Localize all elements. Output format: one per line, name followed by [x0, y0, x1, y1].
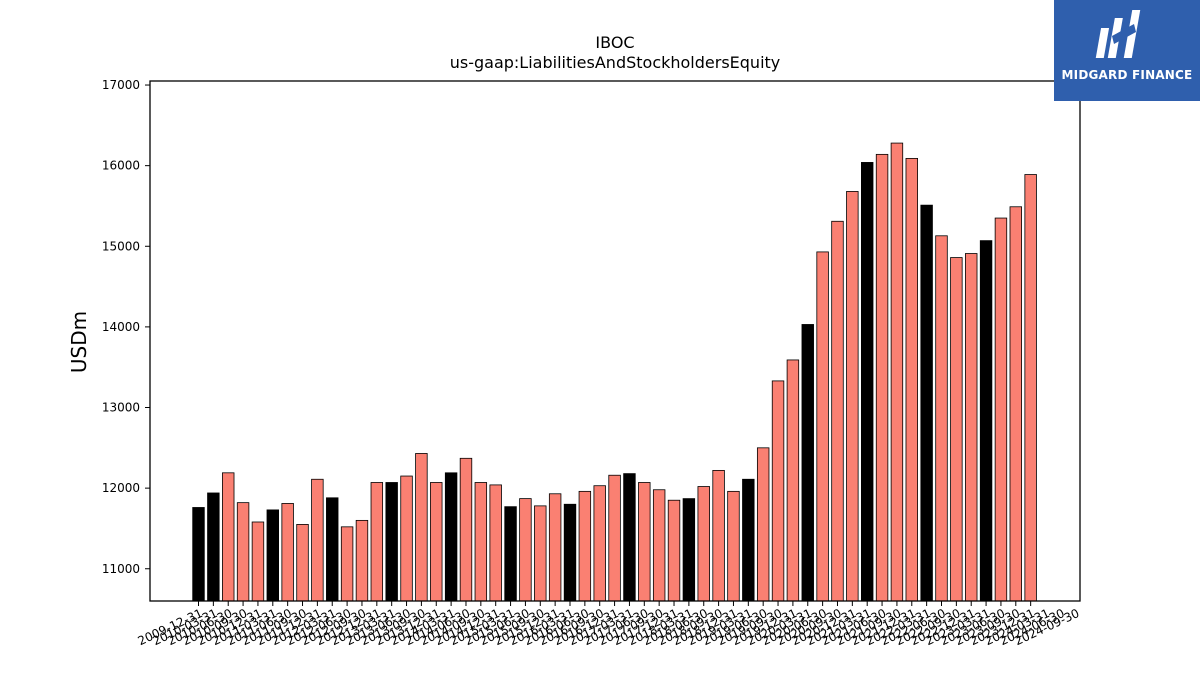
x-ticks: 2009-12-312010-03-312010-06-302010-09-30…	[136, 601, 1082, 648]
bar	[756, 447, 770, 602]
bar	[534, 505, 547, 602]
logo-mark-icon	[1095, 10, 1141, 58]
y-tick-label: 14000	[102, 320, 140, 334]
bar	[370, 482, 384, 602]
bar	[355, 519, 369, 602]
bar	[950, 257, 963, 602]
bar	[296, 524, 309, 602]
bar	[652, 489, 666, 602]
bar	[266, 509, 280, 602]
bar	[682, 498, 696, 602]
bar	[979, 240, 993, 602]
bar	[1009, 206, 1023, 602]
logo-brand-text: MIDGARD FINANCE	[1061, 68, 1193, 82]
bar	[281, 503, 294, 602]
plot-frame	[149, 80, 1081, 602]
bar	[444, 472, 458, 602]
bar	[608, 474, 621, 602]
bar	[965, 253, 978, 602]
bar	[548, 493, 562, 602]
y-tick-label: 13000	[102, 401, 140, 415]
bar	[920, 204, 933, 602]
midgard-finance-logo: MIDGARD FINANCE	[1054, 0, 1200, 101]
bar	[236, 502, 250, 602]
bar	[489, 484, 502, 602]
bar	[251, 521, 265, 602]
bar	[326, 497, 339, 602]
bar	[667, 499, 681, 602]
bar	[638, 482, 651, 602]
bar	[935, 235, 948, 602]
bar	[385, 482, 398, 602]
bar	[801, 324, 814, 602]
y-axis-label: USDm	[67, 311, 91, 373]
bar	[459, 457, 473, 602]
chart-title: IBOC	[595, 33, 634, 52]
bar	[222, 472, 235, 602]
bar	[846, 191, 859, 602]
y-tick-label: 15000	[102, 239, 140, 253]
bar	[207, 492, 220, 602]
bar	[712, 469, 725, 602]
bar	[340, 526, 354, 602]
bar	[875, 153, 889, 602]
bar	[519, 498, 532, 602]
y-tick-label: 17000	[102, 78, 140, 92]
y-tick-label: 12000	[102, 481, 140, 495]
bar	[623, 473, 636, 602]
bar	[861, 162, 874, 602]
bar	[742, 478, 755, 602]
bar	[430, 482, 443, 602]
bar	[192, 507, 205, 602]
y-ticks: 11000 12000 13000 14000 15000 16000 17000	[102, 78, 150, 576]
bar	[400, 475, 413, 602]
bar	[697, 486, 710, 602]
bar	[831, 220, 844, 602]
bar	[727, 490, 740, 602]
bar	[905, 157, 918, 602]
bar	[771, 380, 785, 602]
bar	[474, 482, 488, 602]
chart-subtitle: us-gaap:LiabilitiesAndStockholdersEquity	[450, 53, 781, 72]
bar	[563, 503, 577, 602]
bar	[578, 490, 592, 602]
bar	[311, 478, 324, 602]
bar	[890, 142, 904, 602]
bar	[593, 485, 606, 602]
bar	[504, 506, 517, 602]
bar	[786, 359, 800, 602]
bar	[994, 217, 1008, 602]
y-tick-label: 16000	[102, 159, 140, 173]
bars-group	[192, 142, 1037, 602]
y-tick-label: 11000	[102, 562, 140, 576]
bar	[415, 453, 428, 602]
bar	[816, 251, 829, 602]
bar	[1024, 174, 1037, 602]
